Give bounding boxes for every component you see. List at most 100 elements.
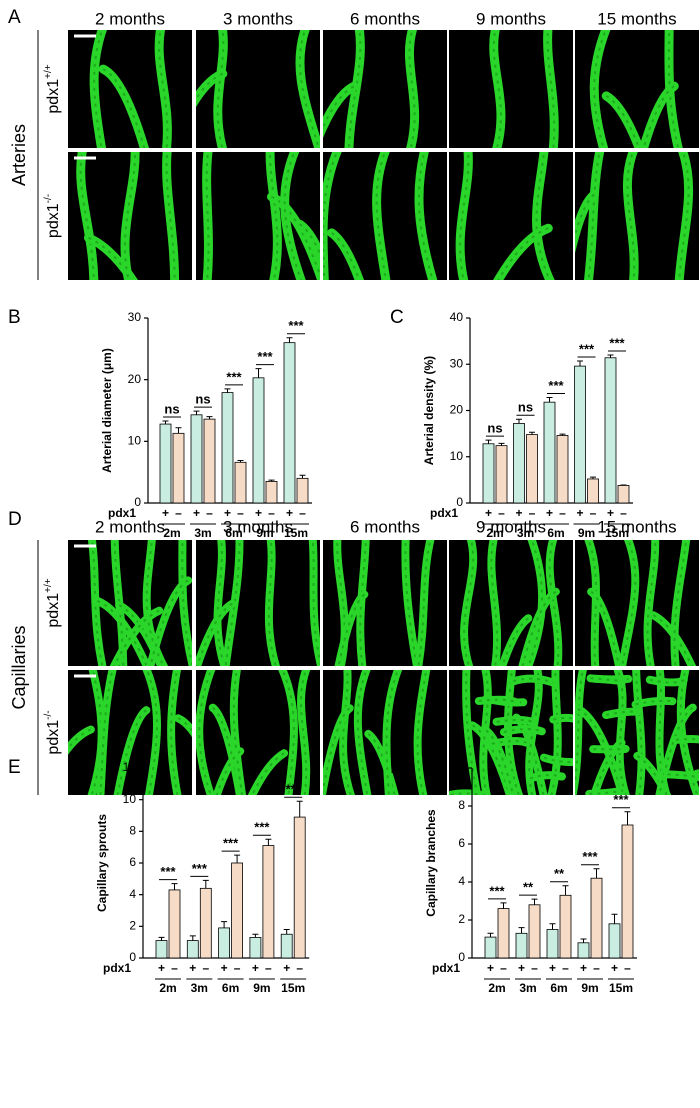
column-header: 15 months (597, 517, 676, 536)
micrograph (68, 30, 192, 148)
error-bar (175, 427, 182, 434)
panel-letter: E (8, 757, 21, 778)
vessel (334, 590, 369, 666)
error-bar (193, 410, 200, 415)
micrograph (196, 540, 320, 666)
series-sign: + (611, 961, 618, 975)
vessel-texture (116, 709, 148, 795)
y-tick-label: 30 (450, 356, 464, 370)
vessel (213, 30, 228, 148)
error-bar (162, 420, 169, 425)
vessel-texture (124, 152, 137, 280)
row-label: pdx1-/- (43, 194, 63, 238)
error-bar (549, 923, 556, 930)
error-bar (268, 479, 275, 482)
bar (186, 940, 199, 959)
vessel-texture (649, 678, 685, 684)
bar (577, 942, 590, 959)
micrograph (196, 152, 320, 280)
micrograph (196, 30, 320, 148)
column-header: 15 months (597, 9, 676, 28)
bar (252, 377, 265, 504)
significance: *** (226, 369, 242, 384)
vessel (167, 670, 182, 795)
error-bar (611, 913, 618, 924)
micrograph (449, 540, 573, 666)
vessel-texture (535, 152, 551, 280)
significance: ns (487, 421, 502, 436)
y-axis-title: Capillary sprouts (95, 814, 109, 912)
x-tick-label: 6m (222, 981, 239, 995)
bar (574, 365, 586, 504)
y-tick-label: 0 (458, 950, 465, 964)
group-label: pdx1 (108, 506, 136, 520)
micrograph-bg (68, 30, 192, 148)
group-label: pdx1 (432, 961, 460, 975)
vessel-texture (485, 729, 515, 795)
group-label: pdx1 (430, 506, 458, 520)
error-bar (252, 933, 259, 938)
vessel-texture (658, 706, 694, 795)
column-header: 2 months (95, 9, 165, 28)
series-sign: – (620, 506, 627, 520)
series-sign: – (171, 961, 178, 975)
vessel-texture (269, 152, 279, 280)
y-axis-title: Arterial density (%) (422, 356, 436, 465)
error-bar (234, 854, 241, 863)
series-sign: – (265, 961, 272, 975)
vessel (174, 714, 192, 738)
series-sign: + (607, 506, 614, 520)
bar (528, 904, 541, 959)
vessel (264, 540, 281, 666)
vessel (308, 540, 320, 666)
bar (608, 923, 621, 959)
bar (221, 392, 234, 504)
error-bar (202, 879, 209, 889)
vessel (327, 228, 365, 280)
bar (262, 845, 275, 959)
vessel-texture (385, 670, 400, 795)
vessel-texture (165, 152, 176, 280)
vessel (202, 152, 213, 280)
vessel-texture (347, 30, 362, 148)
vessel (109, 606, 164, 666)
vessel-texture (356, 670, 369, 795)
error-bar (562, 885, 569, 896)
vessel-texture (215, 750, 241, 795)
bar (231, 862, 244, 959)
row-label-sup: +/+ (43, 64, 54, 79)
column-header: 6 months (350, 517, 420, 536)
vessel (575, 190, 599, 254)
vessel-texture (492, 30, 502, 148)
series-sign: + (549, 961, 556, 975)
series-sign: – (559, 506, 566, 520)
x-tick-label: 2m (163, 526, 180, 540)
vessel (178, 540, 192, 666)
error-bar (485, 439, 492, 444)
x-tick-label: 9m (253, 981, 270, 995)
y-axis-title: Arterial diameter (μm) (100, 348, 114, 473)
vessel-texture (605, 95, 641, 148)
vessel (672, 735, 699, 744)
vessel (547, 670, 562, 795)
vessel (585, 786, 627, 795)
y-tick-label: 4 (458, 874, 465, 888)
vessel-texture (299, 223, 320, 257)
series-sign: – (296, 961, 303, 975)
bar (543, 401, 556, 504)
row-label-base: pdx1 (45, 79, 62, 114)
bar (495, 445, 508, 504)
significance: *** (160, 864, 176, 879)
series-sign: – (500, 961, 507, 975)
error-bar (607, 354, 614, 358)
series-sign: – (529, 506, 536, 520)
panel-letter: B (8, 307, 21, 328)
significance: *** (548, 378, 564, 393)
x-tick-label: 6m (550, 981, 567, 995)
row-label: pdx1+/+ (43, 578, 63, 627)
vessel-texture (283, 152, 303, 280)
series-sign: + (518, 961, 525, 975)
error-bar (224, 388, 231, 393)
vessel (297, 670, 311, 795)
vessel (575, 670, 587, 795)
